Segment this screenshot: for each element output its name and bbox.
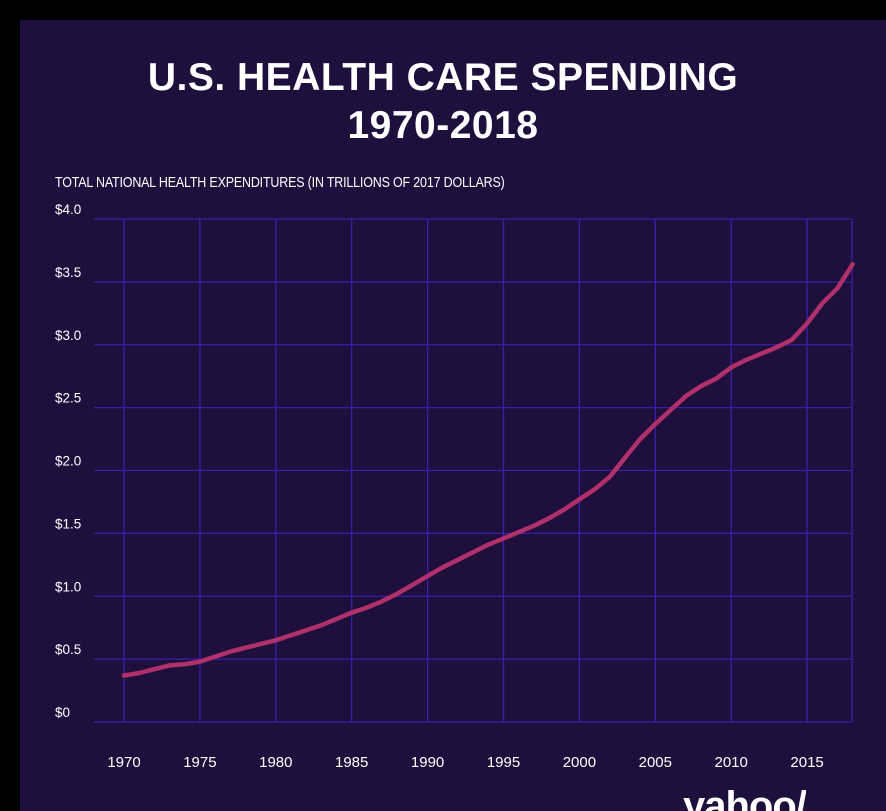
y-tick-label: $2.5 xyxy=(55,391,81,406)
y-axis-label: TOTAL NATIONAL HEALTH EXPENDITURES (IN T… xyxy=(55,175,505,191)
y-tick-label: $0 xyxy=(55,705,70,720)
x-tick-labels: 1970 1975 1980 1985 1990 1995 2000 2005 2010 2015 xyxy=(107,754,823,771)
y-tick-label: $1.0 xyxy=(55,579,81,594)
y-tick-labels: $0 $0.5 $1.0 $1.5 $2.0 $2.5 $3.0 $3.5 $4.0 xyxy=(55,202,81,720)
x-tick-label: 2010 xyxy=(715,754,748,771)
x-tick-label: 1985 xyxy=(335,754,368,771)
series-group xyxy=(121,262,855,678)
x-tick-label: 1990 xyxy=(411,754,444,771)
x-tick-label: 1980 xyxy=(259,754,292,771)
y-tick-label: $2.0 xyxy=(55,454,81,469)
chart-title-line-2: 1970-2018 xyxy=(347,104,539,147)
x-tick-label: 1970 xyxy=(107,754,140,771)
chart-title-line-1: U.S. HEALTH CARE SPENDING xyxy=(147,56,739,99)
y-tick-label: $3.0 xyxy=(55,328,81,343)
x-tick-label: 1995 xyxy=(487,754,520,771)
chart-panel xyxy=(20,20,886,811)
yahoo-logo: yahoo/ xyxy=(683,784,806,811)
x-tick-label: 1975 xyxy=(183,754,216,771)
x-tick-label: 2000 xyxy=(563,754,596,771)
y-tick-label: $1.5 xyxy=(55,516,81,531)
y-tick-label: $3.5 xyxy=(55,265,81,280)
x-tick-label: 2005 xyxy=(639,754,672,771)
x-tick-label: 2015 xyxy=(790,754,823,771)
y-tick-label: $0.5 xyxy=(55,642,81,657)
chart-title: U.S. HEALTH CARE SPENDING 1970-2018 xyxy=(0,54,886,150)
horizontal-gridlines xyxy=(94,218,852,723)
y-tick-label: $4.0 xyxy=(55,202,81,217)
